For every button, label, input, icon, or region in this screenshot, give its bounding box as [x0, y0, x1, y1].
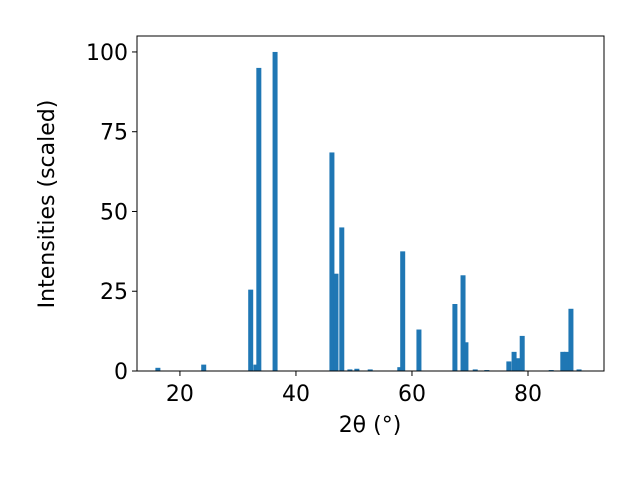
x-tick-label: 20	[166, 382, 194, 407]
plot-frame	[136, 35, 605, 372]
bar	[367, 369, 373, 371]
y-tick-label: 50	[100, 200, 128, 225]
x-tick-label: 60	[398, 382, 426, 407]
y-tick-label: 0	[114, 360, 128, 385]
bar	[560, 351, 566, 371]
x-axis-label: 2θ (°)	[339, 413, 402, 438]
bar	[519, 335, 525, 371]
bar	[272, 51, 278, 371]
y-tick-label: 100	[86, 41, 128, 66]
bar	[248, 289, 254, 371]
y-tick-label: 75	[100, 121, 128, 146]
bar	[506, 361, 512, 371]
bar	[576, 369, 582, 371]
bar	[452, 304, 458, 371]
bar	[463, 342, 469, 371]
bar	[460, 275, 466, 371]
bar	[472, 369, 478, 371]
bar	[333, 273, 339, 371]
bar	[339, 227, 345, 371]
bar	[253, 364, 259, 371]
bar	[511, 351, 517, 371]
bar	[397, 367, 403, 371]
y-axis-label: Intensities (scaled)	[35, 100, 60, 309]
y-tick-label: 25	[100, 280, 128, 305]
bar	[155, 367, 161, 371]
bar	[201, 364, 207, 371]
bar	[416, 329, 422, 371]
x-tick-label: 40	[282, 382, 310, 407]
bar	[516, 358, 522, 371]
bar	[400, 251, 406, 371]
bar	[568, 308, 574, 371]
bar	[563, 351, 569, 371]
x-tick-label: 80	[514, 382, 542, 407]
bar	[354, 368, 360, 371]
bar	[347, 369, 353, 371]
bar	[329, 152, 335, 371]
bar	[256, 67, 262, 372]
